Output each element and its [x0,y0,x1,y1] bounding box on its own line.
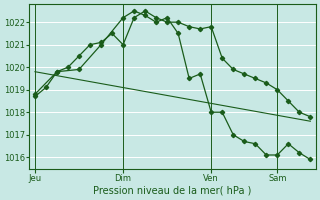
X-axis label: Pression niveau de la mer( hPa ): Pression niveau de la mer( hPa ) [93,186,252,196]
